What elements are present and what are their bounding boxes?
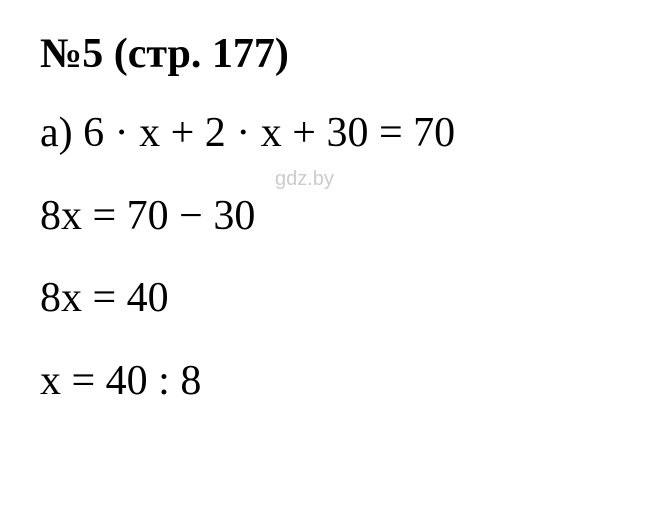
equation-line-2: 8x = 70 − 30 xyxy=(40,189,623,244)
watermark-text: gdz.by xyxy=(275,168,334,191)
equation-line-3: 8x = 40 xyxy=(40,271,623,326)
problem-heading: №5 (стр. 177) xyxy=(40,30,623,78)
equation-line-4: x = 40 : 8 xyxy=(40,354,623,409)
equation-line-1: а) 6 · x + 2 · x + 30 = 70 xyxy=(40,106,623,161)
